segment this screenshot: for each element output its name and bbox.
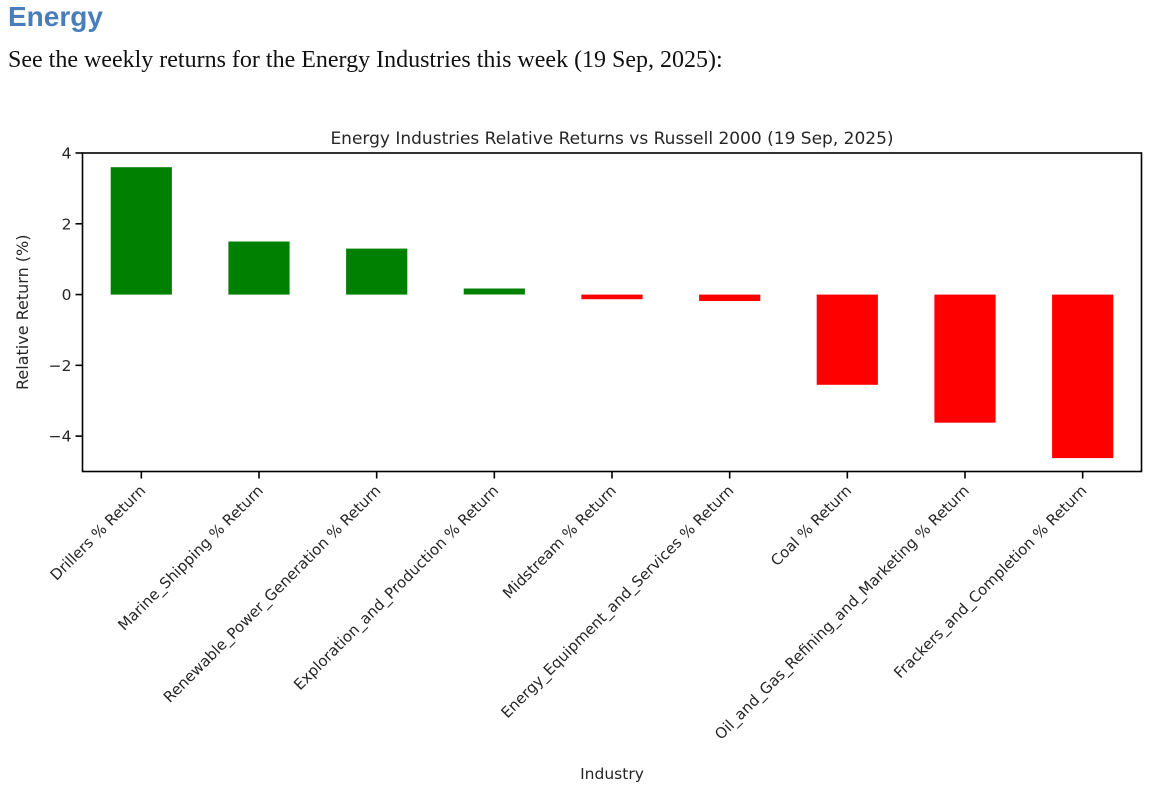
chart-title: Energy Industries Relative Returns vs Ru… [330, 129, 893, 149]
y-tick-label: 4 [62, 145, 72, 163]
x-tick-label: Renewable_Power_Generation % Return [160, 482, 385, 707]
y-tick-label: −2 [49, 357, 72, 375]
bar-0 [110, 167, 172, 295]
bar-8 [1052, 294, 1114, 459]
x-tick-label: Drillers % Return [47, 482, 150, 585]
y-tick-label: 0 [62, 286, 72, 304]
y-tick-label: −4 [49, 428, 72, 446]
x-tick-label: Oil_and_Gas_Refining_and_Marketing % Ret… [711, 482, 973, 744]
x-tick-label: Frackers_and_Completion % Return [890, 482, 1091, 683]
x-axis-label: Industry [580, 765, 644, 783]
bar-4 [581, 294, 643, 300]
section-heading: Energy [8, 1, 103, 32]
bar-3 [463, 288, 525, 295]
bar-2 [346, 248, 408, 295]
bar-7 [934, 294, 996, 423]
x-tick-label: Midstream % Return [499, 482, 620, 603]
x-tick-label: Exploration_and_Production % Return [290, 482, 503, 695]
y-tick-label: 2 [62, 215, 72, 233]
bar-5 [699, 294, 761, 301]
intro-text: See the weekly returns for the Energy In… [8, 47, 723, 73]
bar-1 [228, 241, 290, 295]
x-tick-label: Energy_Equipment_and_Services % Return [497, 482, 738, 723]
y-axis-label: Relative Return (%) [13, 235, 32, 390]
bar-6 [816, 294, 878, 385]
x-tick-label: Coal % Return [767, 482, 855, 570]
